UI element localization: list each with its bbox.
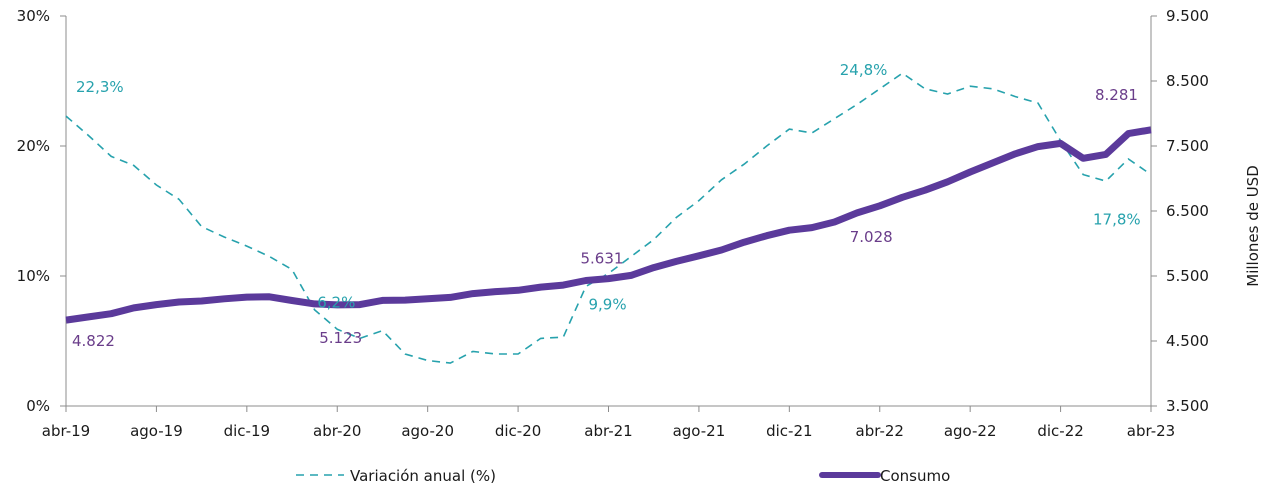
data-label-variacion: 9,9% — [589, 295, 627, 313]
x-tick-label: abr-20 — [313, 422, 361, 440]
x-tick-label: ago-20 — [401, 422, 454, 440]
data-label-consumo: 8.281 — [1095, 86, 1138, 104]
x-tick-label: ago-22 — [944, 422, 997, 440]
x-tick-label: abr-23 — [1127, 422, 1175, 440]
right-axis-label: Millones de USD — [1244, 165, 1262, 287]
x-tick-label: dic-21 — [766, 422, 812, 440]
right-tick-label: 5.500 — [1166, 267, 1209, 285]
left-axis-ticks: 0% 10% 20% 30% — [17, 7, 66, 415]
right-tick-label: 7.500 — [1166, 137, 1209, 155]
data-label-consumo: 7.028 — [850, 228, 893, 246]
x-tick-label: ago-19 — [130, 422, 183, 440]
data-label-variacion: 24,8% — [840, 61, 888, 79]
x-tick-label: abr-22 — [856, 422, 904, 440]
x-tick-label: dic-20 — [495, 422, 541, 440]
legend-label-consumo: Consumo — [880, 467, 950, 485]
series-layer — [65, 72, 1152, 364]
right-axis-ticks: 3.500 4.500 5.500 6.500 7.500 8.500 9.500 — [1151, 7, 1209, 415]
right-tick-label: 8.500 — [1166, 72, 1209, 90]
left-tick-label: 0% — [26, 397, 50, 415]
legend-label-variacion: Variación anual (%) — [350, 467, 496, 485]
plot-area — [65, 16, 1152, 407]
x-tick-label: dic-22 — [1037, 422, 1083, 440]
left-tick-label: 10% — [17, 267, 50, 285]
right-tick-label: 6.500 — [1166, 202, 1209, 220]
legend: Variación anual (%) Consumo — [296, 467, 950, 485]
right-tick-label: 3.500 — [1166, 397, 1209, 415]
data-label-variacion: 22,3% — [76, 78, 124, 96]
right-tick-label: 9.500 — [1166, 7, 1209, 25]
data-label-consumo: 5.123 — [319, 329, 362, 347]
x-axis-ticks: abr-19 ago-19 dic-19 abr-20 ago-20 dic-20 abr-… — [42, 406, 1175, 440]
series-line-variacion — [65, 72, 1152, 364]
data-label-variacion: 17,8% — [1093, 211, 1141, 229]
left-tick-label: 30% — [17, 7, 50, 25]
x-tick-label: abr-21 — [584, 422, 632, 440]
series-line-consumo — [65, 126, 1152, 324]
left-tick-label: 20% — [17, 137, 50, 155]
x-tick-label: ago-21 — [673, 422, 726, 440]
data-label-consumo: 4.822 — [72, 332, 115, 350]
annotation-layer: 22,3% 6,2% 9,9% 24,8% 17,8% 4.822 5.123 5.631 7.… — [72, 61, 1141, 350]
data-label-variacion: 6,2% — [317, 293, 355, 311]
x-tick-label: dic-19 — [224, 422, 270, 440]
data-label-consumo: 5.631 — [581, 250, 624, 268]
x-tick-label: abr-19 — [42, 422, 90, 440]
right-tick-label: 4.500 — [1166, 332, 1209, 350]
